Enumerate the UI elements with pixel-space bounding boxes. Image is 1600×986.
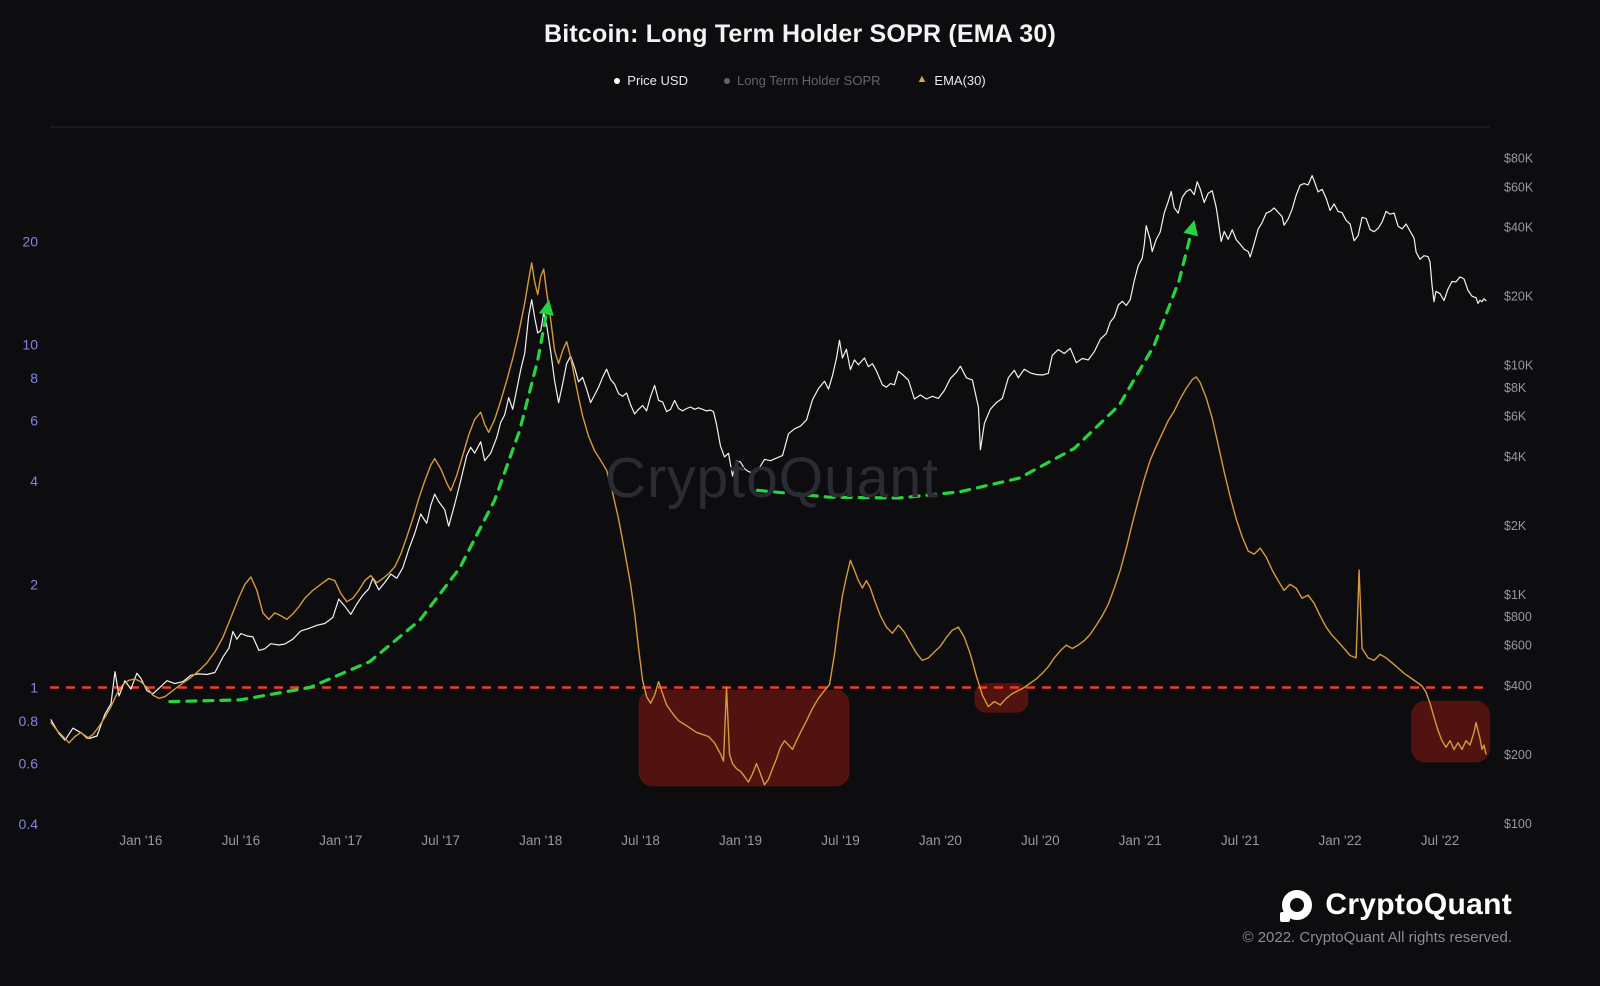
right-axis-tick-label: $100 xyxy=(1504,817,1532,831)
brand-row: CryptoQuant xyxy=(1242,888,1512,922)
bull-run-2021-arrow-head-icon xyxy=(1183,220,1198,237)
x-axis-tick-label: Jan '22 xyxy=(1319,833,1362,848)
right-axis-tick-label: $6K xyxy=(1504,410,1527,424)
left-axis-tick-label: 0.8 xyxy=(19,713,39,729)
x-axis-tick-label: Jul '16 xyxy=(222,833,261,848)
cryptoquant-logo-icon xyxy=(1280,888,1314,922)
right-axis-tick-label: $200 xyxy=(1504,748,1532,762)
left-axis-tick-label: 6 xyxy=(30,413,38,429)
legend-label: EMA(30) xyxy=(934,73,986,88)
left-axis-tick-label: 1 xyxy=(30,680,38,696)
right-axis-tick-label: $10K xyxy=(1504,359,1534,373)
legend-item-ema-30-[interactable]: ▲ EMA(30) xyxy=(917,73,986,88)
chart-legend: Price USD Long Term Holder SOPR ▲ EMA(30) xyxy=(0,73,1600,88)
right-axis-tick-label: $2K xyxy=(1504,519,1527,533)
x-axis-tick-label: Jul '17 xyxy=(421,833,460,848)
footer: CryptoQuant © 2022. CryptoQuant All righ… xyxy=(1242,888,1512,946)
bull-run-2017-arrow-head-icon xyxy=(538,299,554,316)
x-axis-tick-label: Jan '19 xyxy=(719,833,762,848)
x-axis-tick-label: Jan '20 xyxy=(919,833,962,848)
left-axis-tick-label: 0.4 xyxy=(19,816,39,832)
legend-item-long-term-holder-sopr[interactable]: Long Term Holder SOPR xyxy=(723,73,881,88)
right-axis-tick-label: $80K xyxy=(1504,152,1534,166)
x-axis-tick-label: Jan '16 xyxy=(119,833,162,848)
legend-item-price-usd[interactable]: Price USD xyxy=(614,73,688,88)
legend-label: Price USD xyxy=(627,73,688,88)
right-axis-tick-label: $800 xyxy=(1504,610,1532,624)
dot-marker-icon xyxy=(723,77,730,84)
left-axis-tick-label: 2 xyxy=(30,576,38,592)
right-axis-tick-label: $4K xyxy=(1504,450,1527,464)
x-axis-tick-label: Jul '20 xyxy=(1021,833,1060,848)
left-axis-tick-label: 4 xyxy=(30,473,38,489)
brand-name: CryptoQuant xyxy=(1325,888,1512,921)
price-line xyxy=(50,175,1487,741)
right-axis-tick-label: $40K xyxy=(1504,221,1534,235)
right-axis-tick-label: $600 xyxy=(1504,639,1532,653)
x-axis-tick-label: Jul '22 xyxy=(1421,833,1460,848)
x-axis-tick-label: Jan '21 xyxy=(1119,833,1162,848)
sopr-below-1-zone xyxy=(638,689,850,787)
bull-run-2017-arrow xyxy=(168,311,549,704)
right-axis-tick-label: $60K xyxy=(1504,180,1534,194)
dot-marker-icon xyxy=(614,77,621,84)
x-axis-tick-label: Jul '21 xyxy=(1221,833,1260,848)
sopr-below-1-zone xyxy=(1411,700,1490,763)
left-axis-tick-label: 8 xyxy=(30,370,38,386)
bull-run-2021-arrow xyxy=(755,231,1193,500)
x-axis-tick-label: Jan '17 xyxy=(319,833,362,848)
triangle-marker-icon: ▲ xyxy=(916,73,928,85)
x-axis-tick-label: Jul '19 xyxy=(821,833,860,848)
right-axis-tick-label: $1K xyxy=(1504,588,1527,602)
x-axis-tick-label: Jan '18 xyxy=(519,833,562,848)
left-axis-tick-label: 20 xyxy=(22,233,38,249)
right-axis-tick-label: $400 xyxy=(1504,679,1532,693)
legend-label: Long Term Holder SOPR xyxy=(736,73,881,88)
sopr-ema-line xyxy=(50,262,1487,786)
chart-title: Bitcoin: Long Term Holder SOPR (EMA 30) xyxy=(544,20,1056,48)
x-axis-tick-label: Jul '18 xyxy=(621,833,660,848)
left-axis-tick-label: 0.6 xyxy=(19,756,39,772)
right-axis-tick-label: $8K xyxy=(1504,381,1527,395)
copyright-text: © 2022. CryptoQuant All rights reserved. xyxy=(1242,929,1512,946)
left-axis-tick-label: 10 xyxy=(22,337,38,353)
right-axis-tick-label: $20K xyxy=(1504,290,1534,304)
